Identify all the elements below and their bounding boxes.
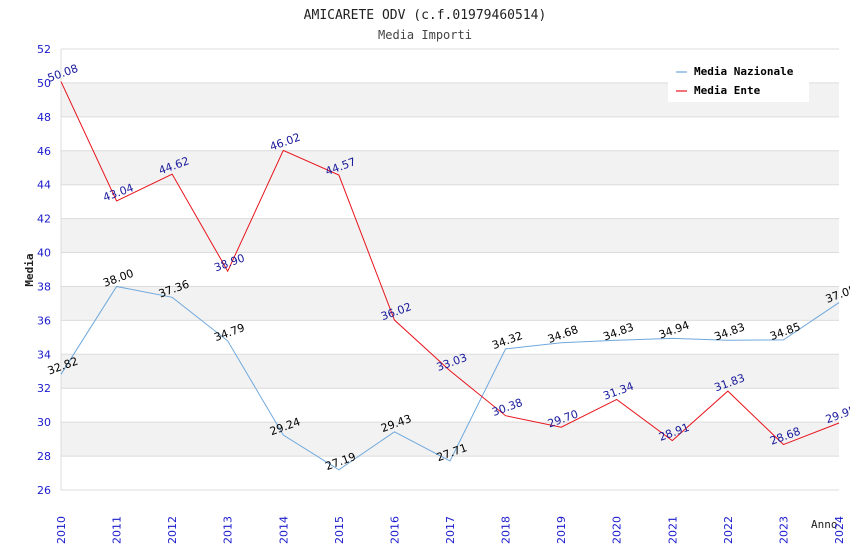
x-tick-label: 2017 [444, 516, 457, 544]
y-tick-label: 44 [37, 179, 51, 192]
x-tick-label: 2023 [777, 516, 790, 544]
y-tick-label: 28 [37, 450, 51, 463]
chart-title: AMICARETE ODV (c.f.01979460514) [304, 8, 547, 23]
y-tick-label: 46 [37, 145, 51, 158]
y-tick-label: 26 [37, 484, 51, 497]
series-lines [60, 81, 840, 471]
x-tick-label: 2020 [611, 516, 624, 544]
plot-band [61, 388, 839, 423]
y-tick-label: 50 [37, 77, 51, 90]
y-tick-label: 48 [37, 111, 51, 124]
y-axis-label: Media [23, 253, 36, 286]
x-tick-label: 2014 [277, 516, 290, 544]
legend: Media Nazionale Media Ente [668, 58, 809, 102]
x-tick-label: 2013 [222, 516, 235, 544]
plot-band [61, 150, 839, 185]
legend-label-media-nazionale: Media Nazionale [694, 65, 794, 78]
x-tick-label: 2022 [722, 516, 735, 544]
x-tick-label: 2019 [555, 516, 568, 544]
y-tick-label: 36 [37, 314, 51, 327]
x-tick-label: 2021 [666, 516, 679, 544]
plot-bands [61, 49, 839, 490]
plot-band [61, 320, 839, 355]
y-tick-label: 52 [37, 43, 51, 56]
x-tick-label: 2012 [166, 516, 179, 544]
y-tick-labels: 26 28 30 32 34 36 38 40 42 44 46 48 50 52 [37, 43, 51, 497]
x-tick-label: 2016 [388, 516, 401, 544]
plot-band [61, 286, 839, 321]
y-tick-label: 40 [37, 247, 51, 260]
x-tick-label: 2015 [333, 516, 346, 544]
plot-band [61, 184, 839, 219]
y-tick-label: 38 [37, 280, 51, 293]
x-tick-labels: 2010 2011 2012 2013 2014 2015 2016 2017 2018 2019… [55, 516, 846, 544]
x-tick-label: 2011 [111, 516, 124, 544]
plot-band [61, 252, 839, 287]
x-tick-label: 2010 [55, 516, 68, 544]
series-line-media-nazionale [60, 285, 840, 471]
plot-band [61, 456, 839, 490]
plot-band [61, 218, 839, 253]
legend-label-media-ente: Media Ente [694, 84, 761, 97]
legend-box [668, 58, 809, 102]
x-tick-label: 2024 [833, 516, 846, 544]
grid-lines [60, 48, 839, 491]
y-tick-label: 32 [37, 382, 51, 395]
y-tick-label: 42 [37, 213, 51, 226]
series-line-media-ente [60, 81, 840, 446]
plot-band [61, 116, 839, 151]
x-tick-label: 2018 [500, 516, 513, 544]
y-tick-label: 30 [37, 416, 51, 429]
y-tick-label: 34 [37, 348, 51, 361]
chart-subtitle: Media Importi [378, 28, 472, 42]
plot-band [61, 422, 839, 457]
x-axis-label: Anno [811, 518, 838, 531]
